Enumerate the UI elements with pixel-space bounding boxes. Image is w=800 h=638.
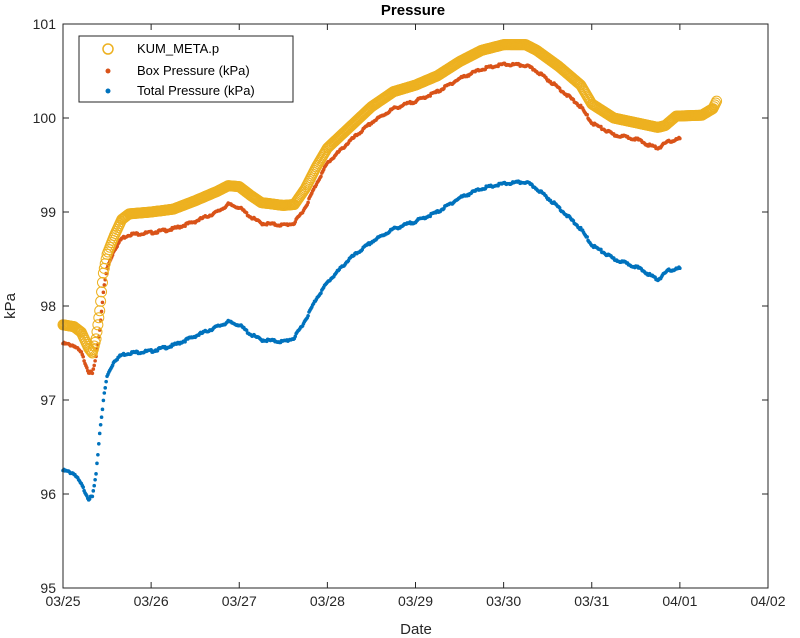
x-tick-label: 03/30 [486,593,521,609]
x-tick-label: 04/01 [662,593,697,609]
data-point [102,283,107,287]
data-point [293,334,298,339]
data-point [115,244,119,249]
y-tick-label: 101 [33,16,57,32]
x-axis-label: Date [400,621,432,638]
data-point [678,136,682,141]
x-tick-label: 03/28 [310,593,345,609]
data-point [319,174,323,179]
legend-label-total-pressure: Total Pressure (kPa) [137,83,255,98]
chart-title: Pressure [381,2,445,19]
data-point [711,95,723,107]
y-axis-label: kPa [2,292,19,319]
data-point [585,235,589,239]
series-0 [57,39,723,359]
data-point [96,286,108,298]
legend-box [78,35,294,103]
x-tick-label: 04/02 [750,593,785,609]
data-point [82,359,86,363]
data-point [599,124,603,129]
x-axis: 03/25 03/26 03/27 03/28 03/29 03/30 03/31 04/01… [45,24,786,609]
data-point [97,431,102,436]
x-tick-label: 03/26 [134,593,169,609]
legend-marker-box-pressure [105,68,111,74]
data-point [92,363,97,368]
data-point [104,379,108,384]
data-point [101,398,106,403]
x-tick-label: 03/31 [574,593,609,609]
data-point [94,305,106,317]
x-tick-label: 03/25 [45,593,80,609]
data-point [599,247,603,252]
data-point [100,300,105,305]
data-point [244,328,249,333]
data-point [95,461,99,466]
data-point [81,485,85,489]
data-point [91,326,103,338]
data-point [96,452,100,457]
data-point [98,422,103,427]
y-tick-label: 100 [33,110,57,126]
data-point [99,309,104,314]
data-point [92,483,97,488]
data-point [97,442,101,446]
legend-label-kum-meta: KUM_META.p [137,41,219,56]
y-tick-label: 99 [40,204,56,220]
series-2 [61,179,682,502]
y-tick-label: 97 [40,392,56,408]
data-point [85,366,89,370]
y-tick-label: 95 [40,580,56,596]
y-axis: 95 96 97 98 99 100 101 [33,16,768,596]
data-point [678,266,682,271]
legend-label-box-pressure: Box Pressure (kPa) [137,63,250,78]
x-tick-label: 03/29 [398,593,433,609]
data-point [91,489,96,493]
data-point [91,367,96,371]
data-point [93,312,105,324]
data-point [710,97,722,109]
data-point [306,200,310,205]
data-point [102,391,107,395]
data-point [85,346,97,358]
y-tick-label: 96 [40,486,56,502]
data-point [96,277,108,288]
data-point [81,354,85,359]
data-point [95,295,107,307]
data-point [101,290,106,295]
series-layer [57,39,723,502]
data-point [90,333,102,345]
y-tick-label: 98 [40,298,56,314]
data-point [94,472,98,476]
data-point [585,112,589,117]
plot-area [63,24,768,588]
data-point [90,371,95,376]
data-point [103,386,108,390]
data-point [100,407,105,412]
legend: KUM_META.p Box Pressure (kPa) Total Pres… [78,35,294,103]
data-point [92,319,104,331]
data-point [244,210,249,215]
legend-marker-total-pressure [105,88,111,94]
legend-marker-kum-meta [102,43,114,55]
data-point [93,477,97,482]
data-point [99,415,104,420]
data-point [319,291,323,295]
plot-background [63,24,768,588]
x-tick-label: 03/27 [222,593,257,609]
data-point [90,494,95,499]
data-point [306,313,310,318]
data-point [93,359,97,363]
